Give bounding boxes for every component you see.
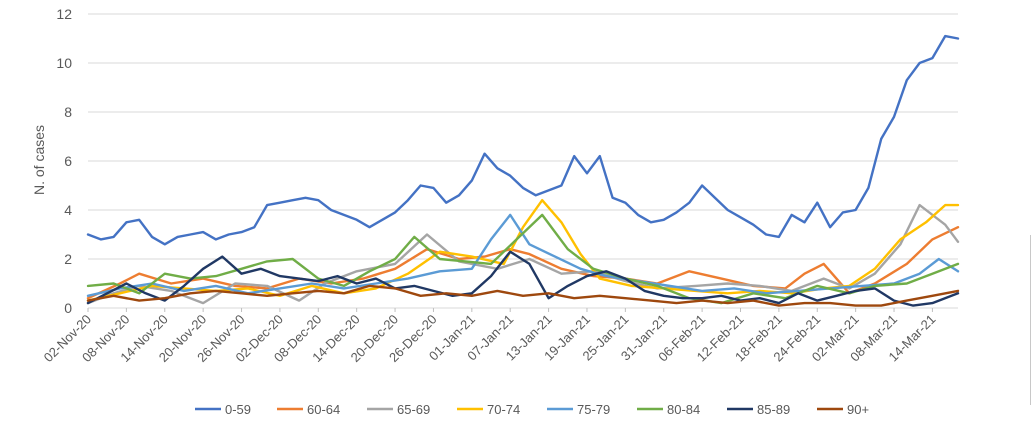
legend-label-60-64: 60-64 [307,402,340,417]
legend-label-0-59: 0-59 [225,402,251,417]
legend-label-85-89: 85-89 [757,402,790,417]
legend-label-75-79: 75-79 [577,402,610,417]
gridlines [88,13,958,309]
legend-label-80-84: 80-84 [667,402,700,417]
y-tick-label: 6 [64,153,72,169]
series-line-90+ [86,284,960,307]
series-line-80-84 [86,213,960,305]
y-axis-title: N. of cases [31,125,47,195]
legend: 0-59 60-64 65-69 70-74 75-79 80-84 85-89 90+ [195,402,869,417]
y-tick-label: 4 [64,202,72,218]
y-tick-label: 10 [56,55,72,71]
y-tick-label: 8 [64,104,72,120]
panel-edge-divider [1030,235,1031,405]
legend-label-70-74: 70-74 [487,402,520,417]
y-tick-label: 2 [64,251,72,267]
x-axis-ticks: 02-Nov-2008-Nov-2014-Nov-2020-Nov-2026-N… [41,308,939,365]
y-tick-label: 0 [64,300,72,316]
series-line-0-59 [86,34,960,246]
series-line-60-64 [86,225,960,300]
series-lines [86,34,960,307]
legend-label-65-69: 65-69 [397,402,430,417]
y-tick-label: 12 [56,6,72,22]
y-axis-ticks: 0 2 4 6 8 10 12 [56,6,72,316]
series-line-85-89 [86,250,960,307]
legend-label-90+: 90+ [847,402,869,417]
